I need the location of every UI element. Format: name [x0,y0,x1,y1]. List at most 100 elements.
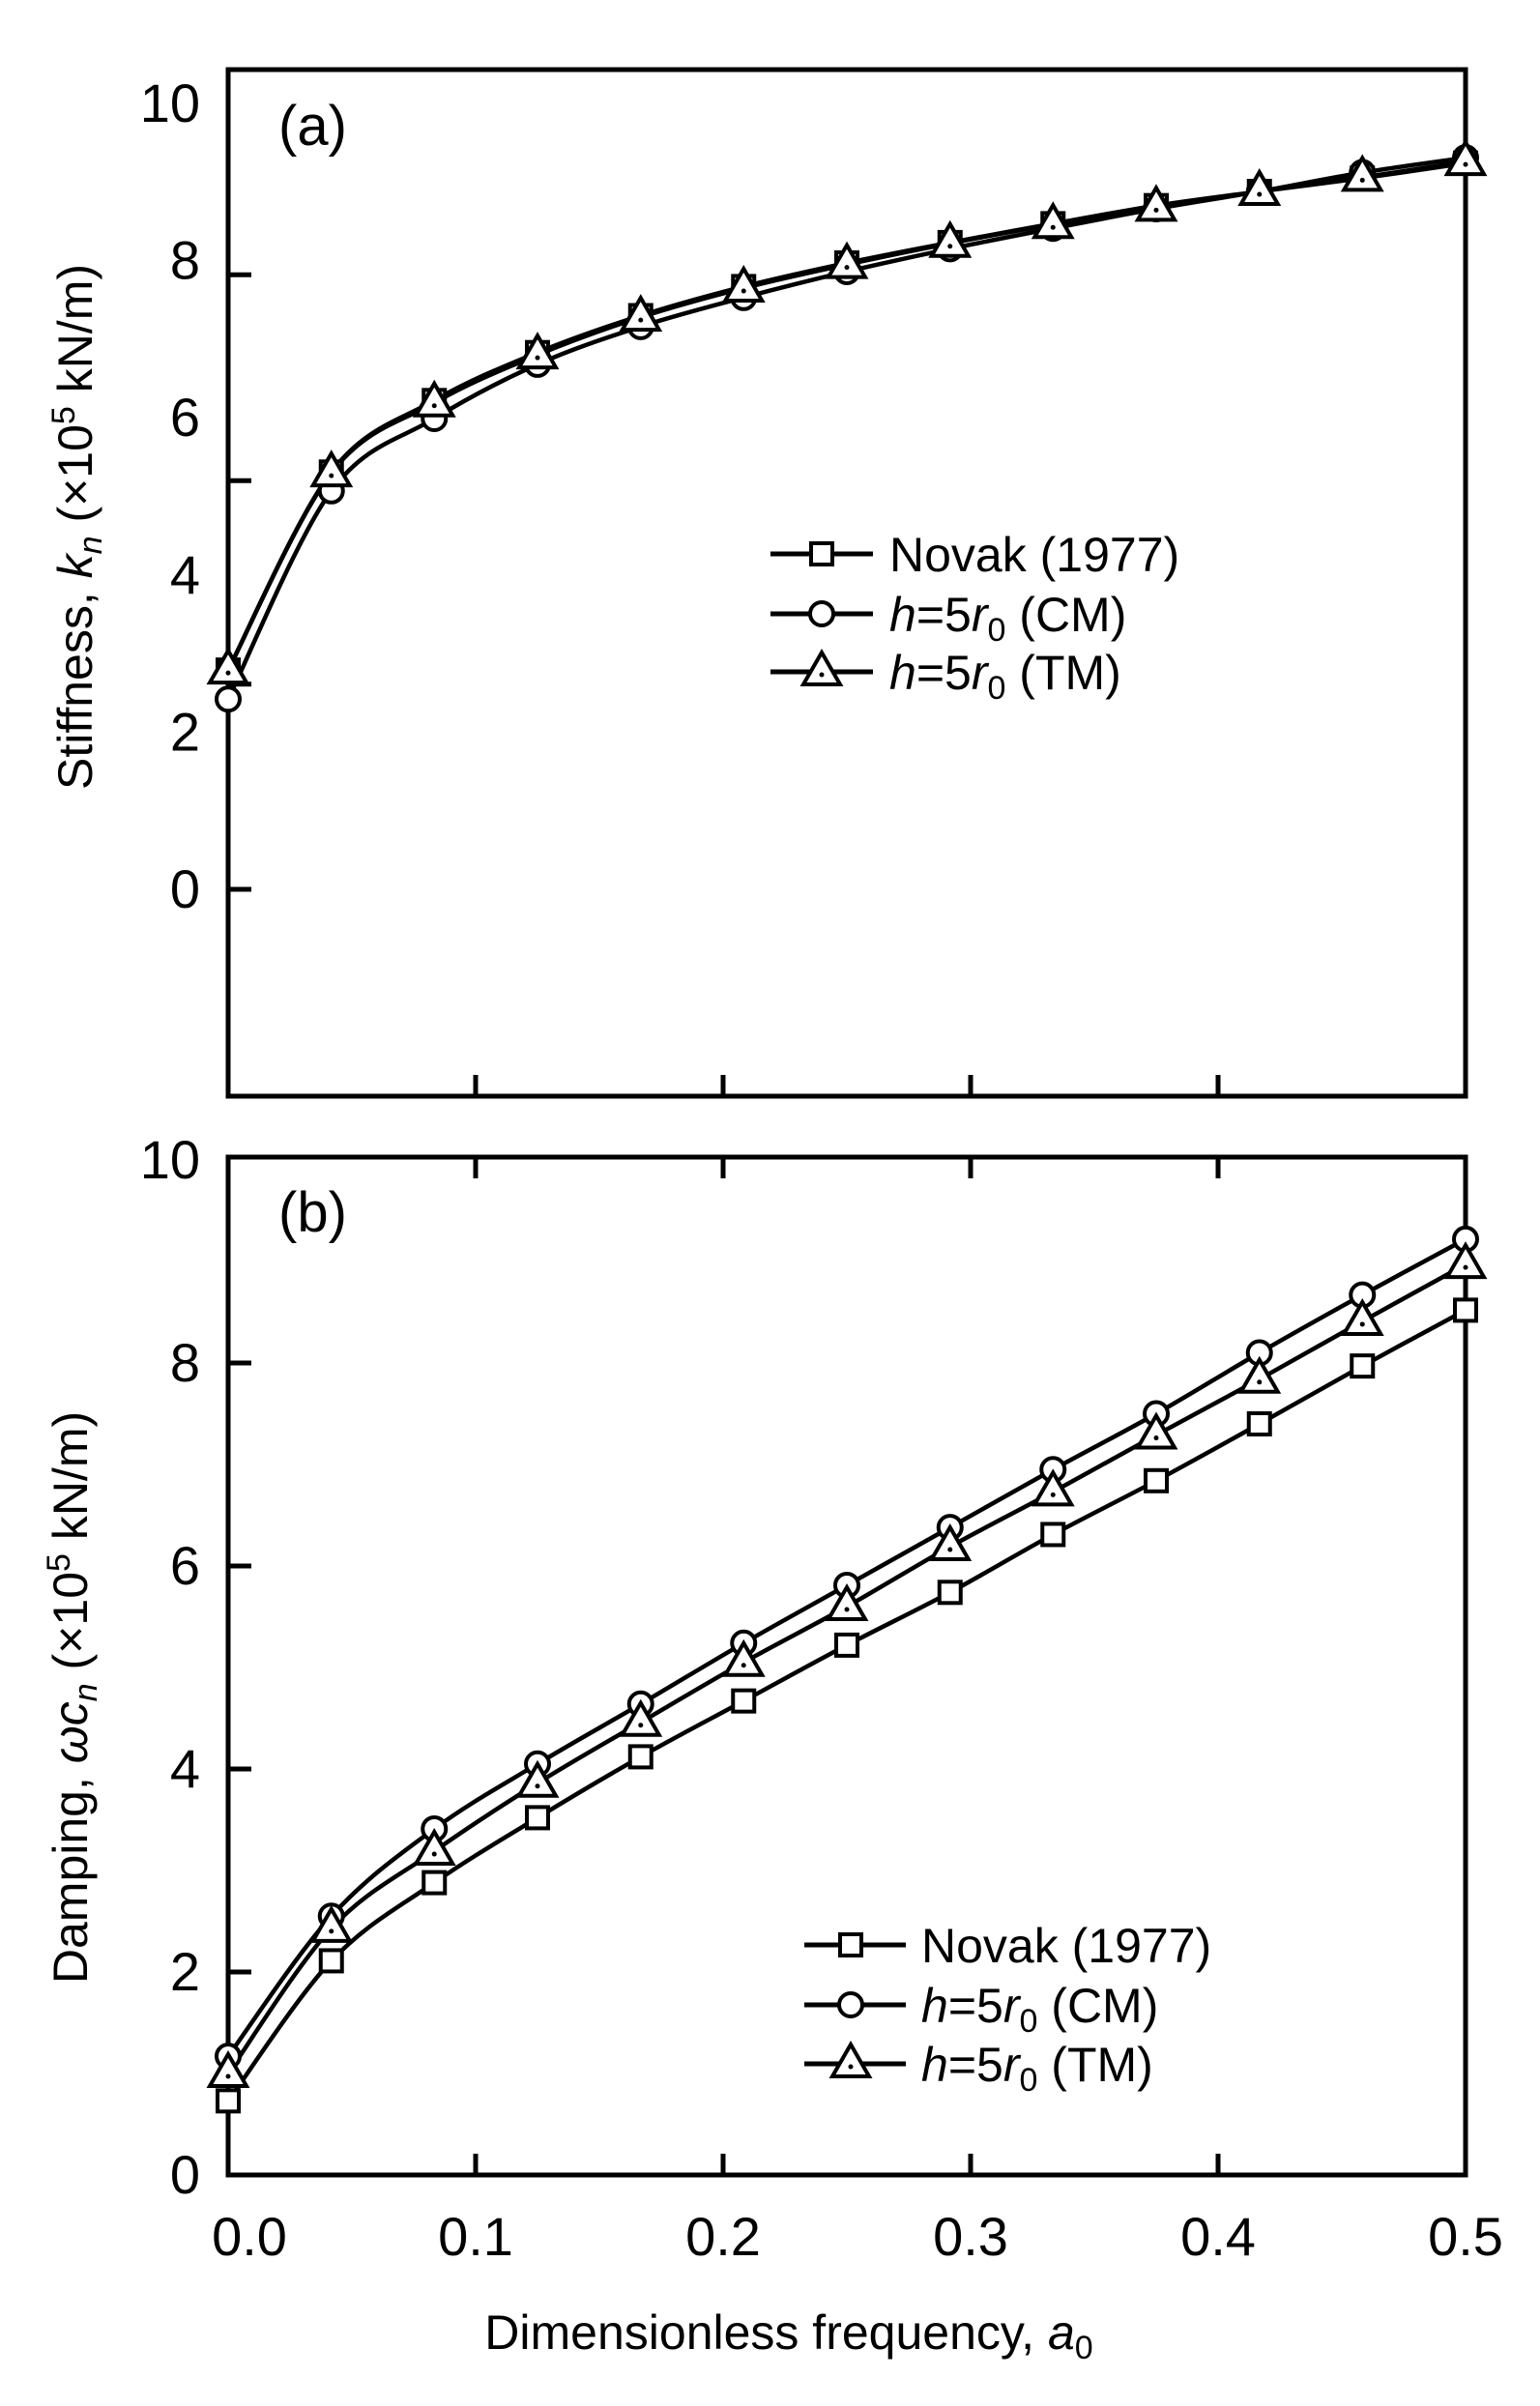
b-data-point-triangle-dot [638,1723,644,1728]
a-data-point-triangle [1134,184,1178,222]
b-data-point-square [318,1948,344,1974]
a-legend-marker-square [809,541,834,566]
b-y-tick-label-6: 6 [170,1535,200,1596]
panel-b-frame [225,1154,1468,2178]
a-series-circle [225,155,1467,701]
b-data-point-triangle [1031,1468,1075,1507]
b-data-point-square [1144,1467,1169,1493]
b-legend-label: h=5r0 (CM) [921,1979,1158,2040]
a-data-point-triangle [1443,138,1488,177]
b-data-point-triangle-shape [412,1828,456,1867]
panel-a-stiffness: (a) 0 2 4 6 8 10 Stiffness, kn (×105 kN/m) No… [45,67,1488,1099]
a-data-point-triangle-shape [1237,168,1282,207]
a-data-point-triangle [721,265,766,304]
b-legend-label: h=5r0 (TM) [921,2038,1153,2099]
x-axis-title: Dimensionless frequency, a0 [484,2305,1092,2366]
b-data-point-triangle [825,1582,869,1621]
a-data-point-triangle-shape [206,647,250,685]
a-data-point-triangle-shape [1031,201,1075,240]
b-data-point-triangle-shape [928,1523,973,1562]
a-data-point-triangle [412,379,456,418]
b-data-point-square [834,1632,859,1658]
a-data-point-triangle-shape [515,332,560,370]
b-legend-label: Novak (1977) [921,1919,1211,1973]
a-legend-label: h=5r0 (CM) [889,588,1126,649]
b-data-point-triangle-dot [431,1851,437,1857]
b-data-point-triangle [721,1638,766,1677]
a-data-point-triangle-dot [1359,177,1365,183]
a-markers-triangle [206,138,1488,685]
b-y-tick-label-2: 2 [170,1941,200,2002]
b-data-point-triangle [928,1523,973,1562]
b-data-point-triangle [309,1904,354,1943]
b-data-point-triangle-shape [1443,1241,1488,1280]
a-data-point-triangle-dot [741,288,746,294]
b-data-point-square [525,1805,550,1831]
b-legend-item-triangle: h=5r0 (TM) [804,2038,1153,2099]
x-tick-label-0.5: 0.5 [1428,2206,1503,2267]
a-legend-item-circle: h=5r0 (CM) [770,588,1126,649]
a-data-point-triangle-dot [225,670,231,676]
panel-a-frame [225,67,1468,1099]
b-data-point-triangle-dot [1050,1492,1056,1497]
b-data-point-triangle-shape [206,2049,250,2088]
b-data-point-triangle-dot [1359,1321,1365,1327]
a-data-point-triangle-dot [844,265,850,271]
b-data-point-triangle-dot [1257,1379,1263,1385]
b-data-point-triangle-shape [309,1904,354,1943]
a-legend-item-triangle: h=5r0 (TM) [770,646,1121,707]
b-data-point-triangle-dot [741,1663,746,1668]
b-data-point-triangle [515,1759,560,1798]
b-series-square [226,1308,1467,2102]
panel-b-damping: (b) 0 2 4 6 8 10 0.0 0.1 0.2 0.3 0.4 0.5 Damping, … [41,1129,1503,2366]
b-data-point-triangle [1340,1297,1384,1336]
a-data-point-triangle [928,219,973,258]
b-data-point-triangle [1443,1241,1488,1280]
b-data-point-triangle-shape [721,1638,766,1677]
a-data-point-triangle-dot [535,355,540,361]
b-data-point-triangle [206,2049,250,2088]
b-data-point-triangle-dot [1463,1264,1468,1270]
panel-a-y-axis-title: Stiffness, kn (×105 kN/m) [45,264,109,790]
b-data-point-triangle-dot [329,1928,334,1934]
b-data-point-triangle-shape [515,1759,560,1798]
b-y-tick-label-8: 8 [170,1332,200,1393]
a-data-point-triangle-dot [431,403,437,409]
b-legend-marker-triangle-shape [828,2040,873,2078]
a-data-point-triangle-dot [638,317,644,323]
a-data-point-circle [215,685,242,713]
x-tick-label-0.3: 0.3 [933,2206,1008,2267]
a-y-tick-label-8: 8 [170,230,200,291]
a-data-point-triangle-dot [947,244,953,249]
b-data-point-triangle-shape [619,1698,663,1737]
b-data-point-square [1040,1522,1066,1548]
panel-a-legend: Novak (1977) h=5r0 (CM)h=5r0 (TM) [770,528,1179,707]
a-markers-circle [215,144,1479,713]
a-y-tick-label-10: 10 [140,72,200,133]
a-data-point-triangle-shape [619,294,663,333]
b-data-point-square [421,1870,448,1896]
a-series-line-circle [225,155,1467,701]
a-data-point-triangle [515,332,560,370]
a-legend-marker-triangle-dot [819,672,825,678]
a-data-point-triangle-shape [928,219,973,258]
a-legend-item-square: Novak (1977) [770,528,1179,582]
a-data-point-triangle-dot [1257,191,1263,197]
a-data-point-triangle-dot [1463,161,1468,167]
b-data-point-triangle-shape [1031,1468,1075,1507]
a-y-tick-label-6: 6 [170,387,200,448]
a-data-point-triangle [206,647,250,685]
b-data-point-triangle-shape [825,1582,869,1621]
a-data-point-triangle [825,241,869,279]
b-data-point-square [1246,1411,1272,1436]
b-data-point-triangle [619,1698,663,1737]
a-data-point-triangle-shape [1134,184,1178,222]
a-y-tick-label-4: 4 [170,544,200,605]
b-markers-triangle [206,1241,1488,2088]
b-legend-item-square: Novak (1977) [804,1919,1211,1973]
b-legend-marker-triangle [828,2040,873,2078]
b-y-tick-label-0: 0 [170,2144,200,2205]
b-data-point-triangle-shape [1237,1355,1282,1394]
a-legend-label: h=5r0 (TM) [889,646,1121,707]
x-tick-label-0.0: 0.0 [212,2206,287,2267]
